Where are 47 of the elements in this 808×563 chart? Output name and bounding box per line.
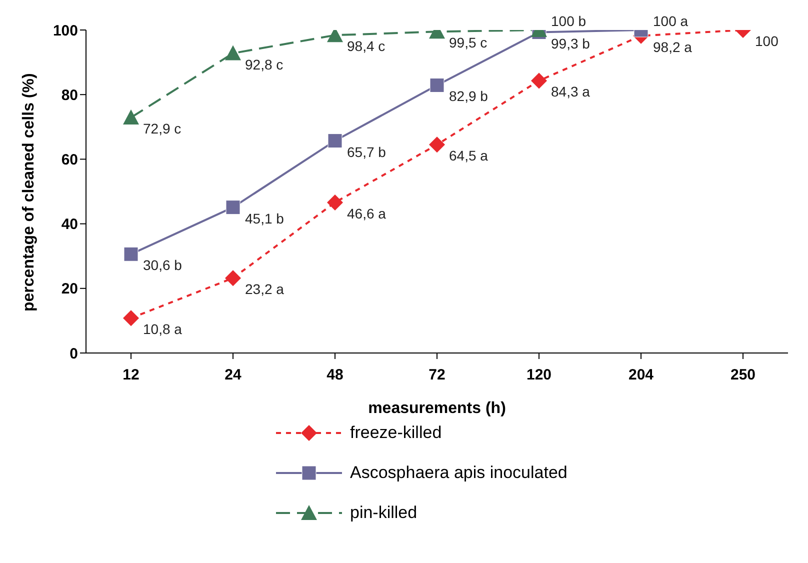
point xyxy=(429,136,445,153)
x-tick-label: 12 xyxy=(122,366,140,384)
data-label: 45,1 b xyxy=(245,210,284,226)
y-tick-label: 60 xyxy=(61,152,78,169)
y-tick-label: 20 xyxy=(61,280,78,298)
point xyxy=(328,134,342,148)
point xyxy=(124,246,138,262)
x-tick-label: 204 xyxy=(628,366,654,384)
data-label: 100 b xyxy=(551,13,586,29)
legend-label: Ascosphaera apis inoculated xyxy=(350,463,568,483)
x-tick-label: 120 xyxy=(526,366,552,384)
data-label: 30,6 b xyxy=(143,257,182,274)
y-tick-label: 100 xyxy=(52,22,78,40)
x-tick-label: 48 xyxy=(326,366,344,384)
point xyxy=(327,194,343,210)
point xyxy=(123,110,139,125)
x-tick-label: 250 xyxy=(730,366,756,384)
point xyxy=(225,45,241,60)
data-label: 72,9 c xyxy=(143,120,182,137)
data-label: 100 a xyxy=(653,13,688,29)
data-label: 10,8 a xyxy=(143,321,182,338)
data-label: 98,2 a xyxy=(653,38,692,55)
point xyxy=(531,72,547,89)
data-label: 99,3 b xyxy=(551,35,590,52)
data-label: 82,9 b xyxy=(449,88,488,104)
data-label: 92,8 c xyxy=(245,56,284,72)
y-tick-label: 0 xyxy=(70,345,78,362)
data-label: 99,5 c xyxy=(449,34,488,51)
data-label: 64,5 a xyxy=(449,148,488,164)
data-label: 46,6 a xyxy=(347,205,386,222)
point xyxy=(430,78,444,92)
data-label: 23,2 a xyxy=(245,281,284,298)
y-axis-title: percentage of cleaned cells (%) xyxy=(20,73,38,312)
point xyxy=(226,200,240,215)
x-tick-label: 72 xyxy=(428,366,446,384)
point xyxy=(123,310,139,326)
x-axis-title: measurements (h) xyxy=(368,400,506,417)
data-label: 84,3 a xyxy=(551,84,590,100)
data-label: 65,7 b xyxy=(347,144,386,160)
point xyxy=(225,270,241,286)
data-label: 100 xyxy=(755,33,779,49)
y-tick-label: 40 xyxy=(61,216,78,234)
y-tick-label: 80 xyxy=(61,86,78,104)
x-tick-label: 24 xyxy=(224,366,242,384)
legend-label: freeze-killed xyxy=(350,423,442,443)
legend-label: pin-killed xyxy=(350,503,418,523)
data-label: 98,4 c xyxy=(347,38,386,54)
